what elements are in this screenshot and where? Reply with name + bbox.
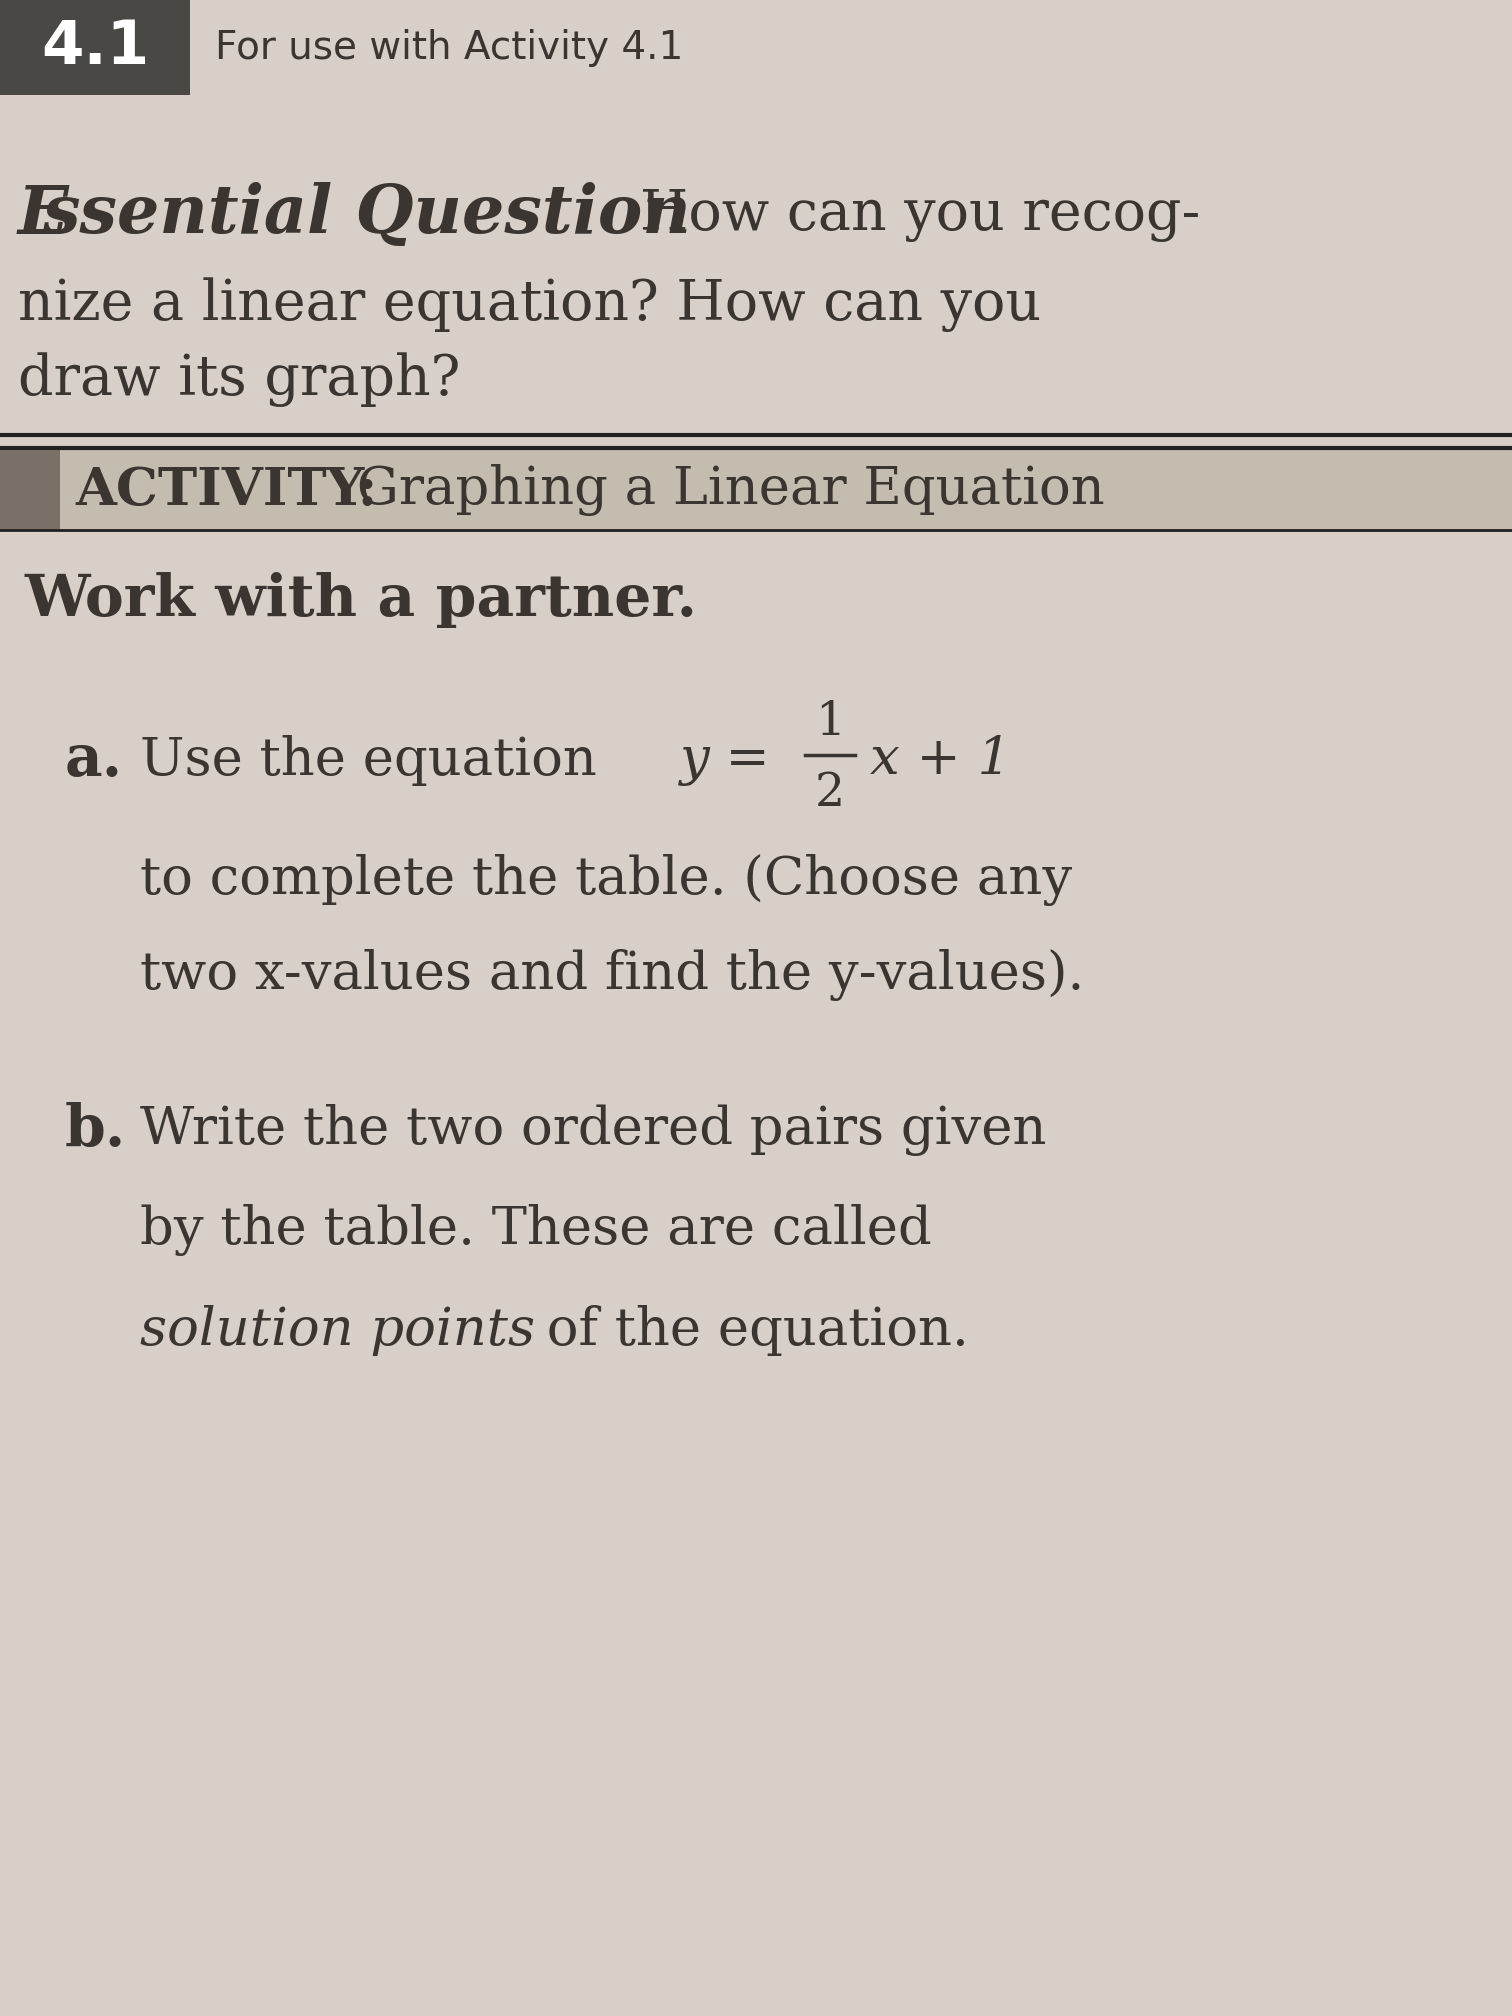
Text: draw its graph?: draw its graph? <box>18 353 460 407</box>
Text: b.: b. <box>65 1103 125 1157</box>
Text: ACTIVITY:: ACTIVITY: <box>76 464 378 516</box>
Text: 2: 2 <box>815 770 845 816</box>
Text: of the equation.: of the equation. <box>531 1304 969 1355</box>
Text: x + 1: x + 1 <box>869 734 1012 786</box>
Text: y =: y = <box>680 734 788 786</box>
Text: by the table. These are called: by the table. These are called <box>141 1204 931 1256</box>
Text: 4.1: 4.1 <box>41 18 150 77</box>
Text: nize a linear equation? How can you: nize a linear equation? How can you <box>18 278 1042 333</box>
Text: For use with Activity 4.1: For use with Activity 4.1 <box>215 28 683 67</box>
Text: a.: a. <box>65 732 122 788</box>
Text: Work with a partner.: Work with a partner. <box>26 573 699 629</box>
Bar <box>0 450 1512 530</box>
Text: two x-values and find the y-values).: two x-values and find the y-values). <box>141 950 1084 1002</box>
Text: Use the equation: Use the equation <box>141 734 631 786</box>
Text: Graphing a Linear Equation: Graphing a Linear Equation <box>340 464 1105 516</box>
Text: to complete the table. (Choose any: to complete the table. (Choose any <box>141 855 1072 905</box>
Text: Write the two ordered pairs given: Write the two ordered pairs given <box>141 1105 1046 1155</box>
Text: solution points: solution points <box>141 1304 535 1355</box>
Text: How can you recog-: How can you recog- <box>640 187 1201 242</box>
Text: 1: 1 <box>815 700 845 744</box>
Text: E: E <box>18 183 68 248</box>
Bar <box>0 0 191 95</box>
Bar <box>0 450 60 530</box>
Text: ssential Question: ssential Question <box>42 183 691 248</box>
